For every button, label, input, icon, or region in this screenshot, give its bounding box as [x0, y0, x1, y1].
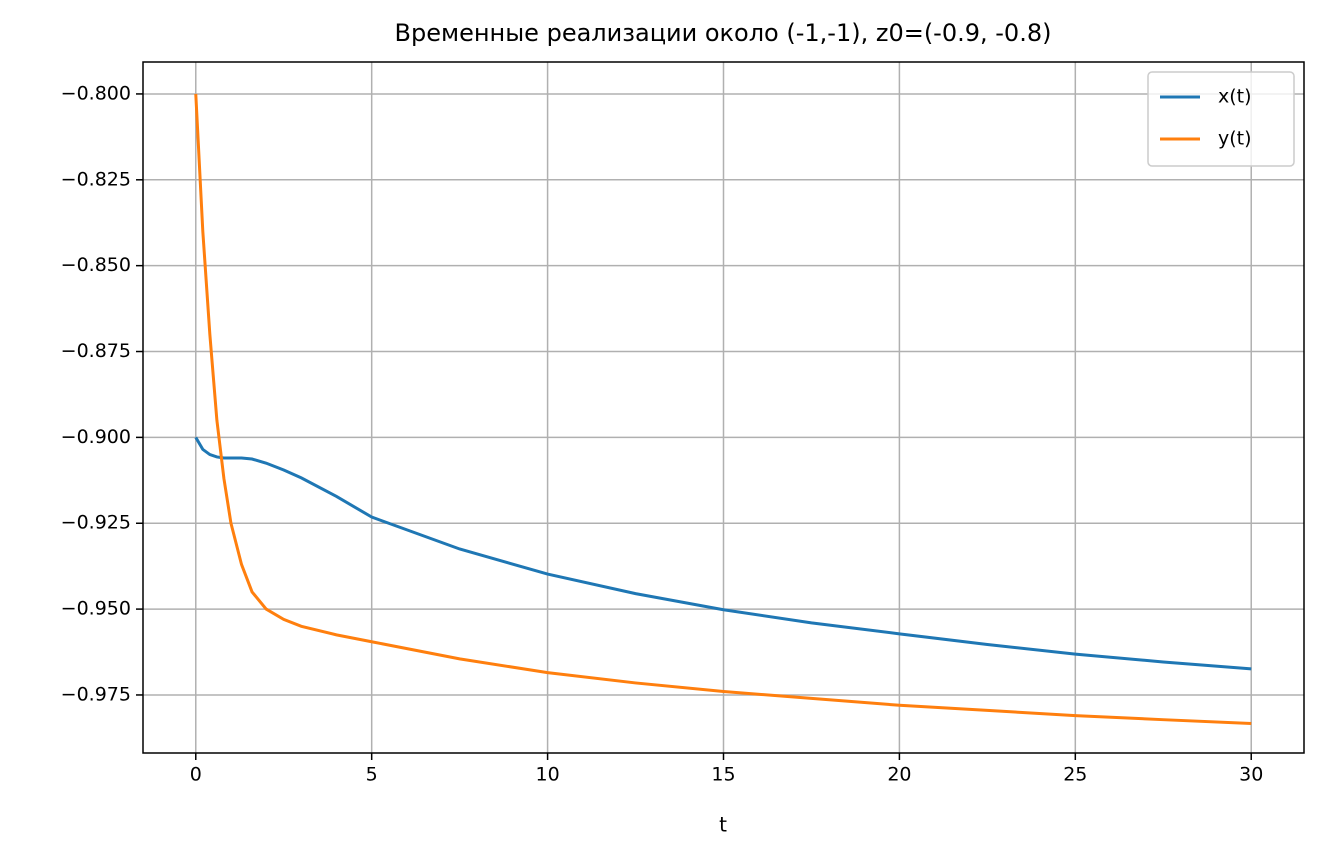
y-tick-label: −0.925: [61, 512, 131, 534]
legend-label: y(t): [1218, 128, 1252, 150]
y-tick-label: −0.875: [61, 340, 131, 362]
y-tick-label: −0.800: [61, 82, 131, 104]
chart-title: Временные реализации около (-1,-1), z0=(…: [395, 19, 1052, 47]
x-tick-label: 20: [887, 764, 911, 786]
y-tick-label: −0.850: [61, 254, 131, 276]
x-tick-label: 0: [190, 764, 202, 786]
y-tick-label: −0.900: [61, 426, 131, 448]
x-tick-label: 5: [366, 764, 378, 786]
y-tick-label: −0.950: [61, 598, 131, 620]
y-tick-label: −0.825: [61, 168, 131, 190]
y-tick-label: −0.975: [61, 683, 131, 705]
x-tick-label: 30: [1239, 764, 1263, 786]
x-tick-label: 25: [1063, 764, 1087, 786]
plot-frame: [142, 61, 1305, 754]
x-axis-label: t: [719, 813, 727, 837]
x-tick-label: 10: [535, 764, 559, 786]
data-line: [194, 93, 1252, 725]
x-tick-label: 15: [711, 764, 735, 786]
legend-label: x(t): [1218, 86, 1252, 108]
